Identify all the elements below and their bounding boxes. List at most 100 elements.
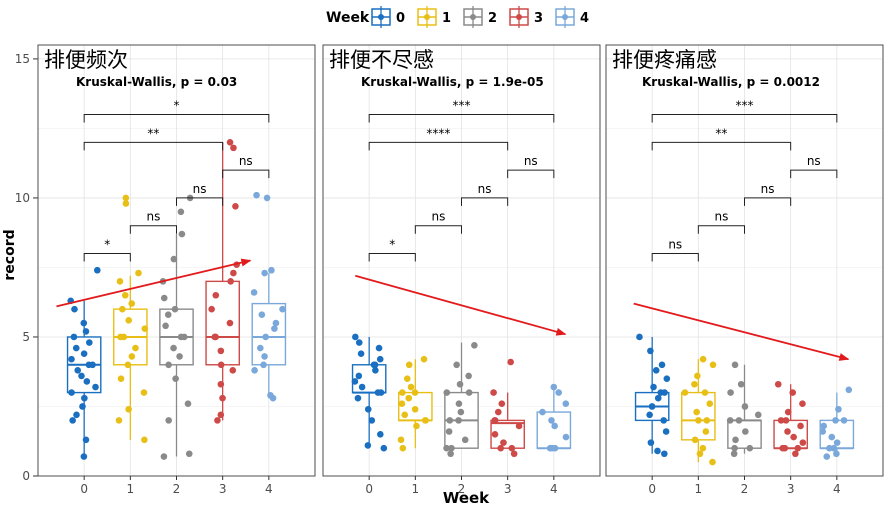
data-point [833,450,840,458]
bracket-line [651,141,792,151]
data-point [726,417,734,424]
data-point [456,380,464,388]
data-point [443,389,451,396]
panel-1: 0 1 2 3 4 排便频次 Kruskal-Wallis, p = 0.03 * ns ns ns… [37,44,316,496]
legend-label: 1 [442,11,451,26]
bracket-line [176,197,224,206]
data-point [403,375,411,382]
data-point [164,311,172,319]
legend-key-point [378,14,384,20]
significance-bracket: ns [176,182,224,206]
data-point [774,380,782,388]
data-point [377,389,385,396]
significance-bracket: ** [651,126,792,151]
data-point [823,453,831,460]
data-point [845,386,853,394]
data-point [70,333,78,341]
data-point [703,417,711,424]
data-point [358,383,366,391]
bracket-line [83,114,270,123]
data-point [636,333,643,341]
legend-key-point [516,14,522,20]
data-point [116,278,124,285]
data-point [695,417,702,424]
bracket-label: ns [431,210,445,224]
data-point [253,191,260,199]
data-point [681,389,689,396]
bracket-label: ns [478,182,492,196]
data-point [261,353,268,360]
data-point [226,139,234,146]
data-point [699,355,707,363]
data-point [465,389,473,396]
significance-bracket: ns [697,210,745,234]
data-point [375,344,383,352]
x-tick-label: 4 [265,482,273,496]
data-point [647,347,654,355]
data-point [702,428,710,435]
data-point [257,344,264,352]
significance-bracket: * [83,99,270,123]
data-point [372,367,379,374]
significance-bracket: ns [744,182,792,206]
data-point [833,439,841,446]
data-point [140,389,148,396]
data-point [119,305,126,313]
significance-bracket: ns [414,210,462,234]
panel-3: 0 1 2 3 4 排便疼痛感 Kruskal-Wallis, p = 0.0012 ns ns… [605,44,884,496]
bracket-label: ns [193,182,207,196]
y-axis-label: record [2,229,18,280]
data-point [830,444,838,452]
bracket-line [368,141,509,151]
data-point [562,433,570,441]
data-point [79,403,86,410]
bracket-label: *** [453,99,471,113]
x-tick-label: 0 [365,482,373,496]
data-point [352,333,359,341]
data-point [727,389,734,396]
data-point [212,291,220,299]
data-point [691,380,698,388]
data-point [448,444,455,452]
data-point [165,361,172,369]
data-point [132,344,139,352]
data-point [80,453,88,460]
bracket-line [414,225,462,234]
bracket-line [507,169,555,179]
data-point [172,375,179,382]
bracket-line [651,114,838,123]
y-tick-label: 10 [15,191,30,205]
legend-items: 0 1 2 3 4 [371,6,589,28]
legend-label: 0 [396,11,405,26]
data-point [789,389,797,396]
data-point [398,389,406,396]
data-point [660,417,668,424]
data-point [453,361,460,369]
data-point [397,436,405,444]
data-point [662,428,670,435]
data-point [258,311,266,319]
data-point [261,269,268,277]
data-point [647,439,655,446]
data-point [85,361,93,369]
data-point [92,383,99,391]
data-point [510,450,518,458]
data-point [208,305,215,313]
data-point [797,422,804,430]
significance-bracket: ns [222,154,270,179]
data-point [699,444,707,452]
x-tick-label: 2 [458,482,466,496]
legend-title: Week [326,10,370,26]
data-point [491,430,499,438]
x-tick-label: 4 [833,482,841,496]
data-point [443,444,450,452]
data-point [68,355,75,363]
data-point [368,417,376,424]
legend-label: 4 [580,11,589,26]
data-point [790,433,797,441]
data-point [354,394,362,402]
trend-arrow [355,274,567,336]
data-point [498,400,506,408]
bracket-label: ns [146,210,160,224]
